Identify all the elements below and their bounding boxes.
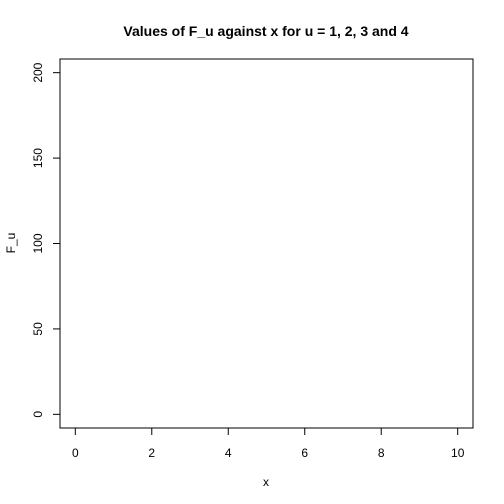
x-axis-label: x — [263, 475, 269, 489]
y-tick-label: 50 — [31, 322, 45, 336]
y-tick-label: 150 — [31, 148, 45, 168]
y-tick-label: 0 — [31, 411, 45, 418]
x-tick-label: 10 — [451, 446, 465, 460]
x-tick-label: 4 — [225, 446, 232, 460]
x-tick-label: 2 — [148, 446, 155, 460]
x-tick-label: 0 — [72, 446, 79, 460]
y-axis: 0 50 100 150 200 — [31, 62, 61, 418]
x-tick-label: 6 — [301, 446, 308, 460]
x-tick-label: 8 — [378, 446, 385, 460]
x-axis: 0 2 4 6 8 10 — [72, 427, 465, 460]
chart-title: Values of F_u against x for u = 1, 2, 3 … — [123, 23, 408, 39]
y-axis-label: F_u — [4, 233, 18, 254]
y-tick-label: 200 — [31, 62, 45, 82]
y-tick-label: 100 — [31, 233, 45, 253]
